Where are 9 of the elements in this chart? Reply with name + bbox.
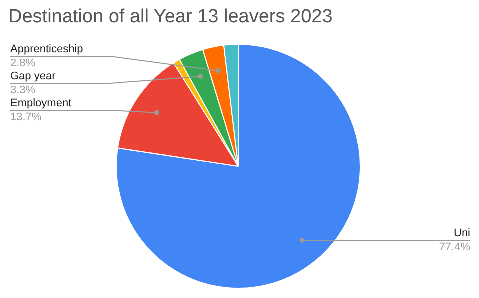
data-label: 3.3% (10, 84, 36, 96)
chart-title: Destination of all Year 13 leavers 2023 (8, 6, 333, 28)
slice-label: Employment (10, 98, 72, 110)
slice-label: Gap year (10, 70, 56, 82)
slice-label: Uni (454, 228, 471, 240)
data-label: 2.8% (10, 58, 36, 70)
data-label: 77.4% (439, 242, 471, 254)
data-label: 13.7% (10, 112, 42, 124)
slice-label: Apprenticeship (10, 44, 84, 56)
